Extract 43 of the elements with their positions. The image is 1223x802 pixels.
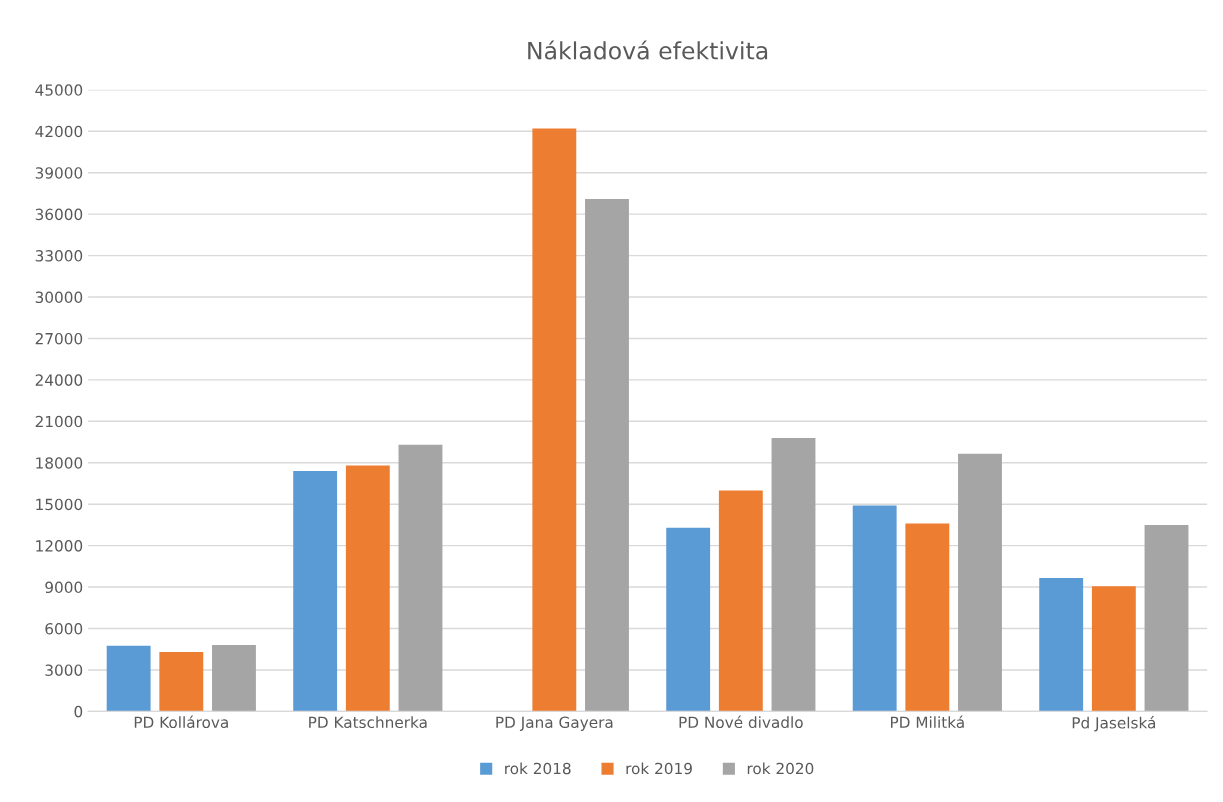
y-tick-label: 18000 — [36, 457, 83, 469]
bar — [771, 437, 816, 712]
x-tick-label: PD Katschnerka — [309, 716, 427, 729]
bar — [106, 645, 151, 712]
bar — [159, 651, 204, 712]
chart-title: Nákladová efektivita — [528, 40, 768, 60]
y-tick-label: 39000 — [35, 167, 83, 179]
y-tick-label: 9000 — [45, 581, 83, 594]
x-tick-label: Pd Jaselská — [1072, 716, 1156, 732]
legend-label: rok 2019 — [626, 762, 692, 775]
y-tick-label: 42000 — [35, 125, 83, 138]
y-tick-label: 3000 — [45, 664, 83, 676]
bar — [1091, 586, 1136, 712]
y-tick-label: 45000 — [35, 84, 83, 96]
x-tick-label: PD Militká — [891, 715, 964, 729]
bar — [398, 444, 443, 712]
x-tick-label: PD Jana Gayera — [496, 716, 613, 732]
x-tick-label: PD Kollárova — [134, 715, 228, 729]
bar — [718, 490, 763, 712]
y-tick-label: 6000 — [45, 622, 83, 635]
bar — [1039, 578, 1084, 712]
y-tick-label: 36000 — [35, 208, 83, 221]
bar — [212, 645, 256, 712]
y-tick-label: 27000 — [35, 332, 83, 345]
bar — [958, 453, 1002, 712]
y-tick-label: 15000 — [36, 498, 83, 511]
bar — [666, 527, 711, 712]
bar — [585, 198, 629, 712]
y-tick-label: 21000 — [35, 415, 83, 428]
bar — [345, 465, 390, 712]
bar — [1144, 524, 1189, 712]
bar — [852, 505, 897, 712]
y-tick-label: 0 — [74, 705, 83, 718]
y-tick-label: 24000 — [35, 374, 83, 386]
bar — [532, 128, 577, 712]
bar — [905, 523, 950, 712]
y-tick-label: 12000 — [36, 540, 83, 552]
bar — [293, 471, 338, 712]
legend-label: rok 2020 — [747, 762, 814, 775]
y-tick-label: 30000 — [35, 291, 83, 304]
legend-label: rok 2018 — [505, 762, 571, 775]
x-tick-label: PD Nové divadlo — [679, 715, 803, 729]
y-tick-label: 33000 — [35, 250, 83, 262]
